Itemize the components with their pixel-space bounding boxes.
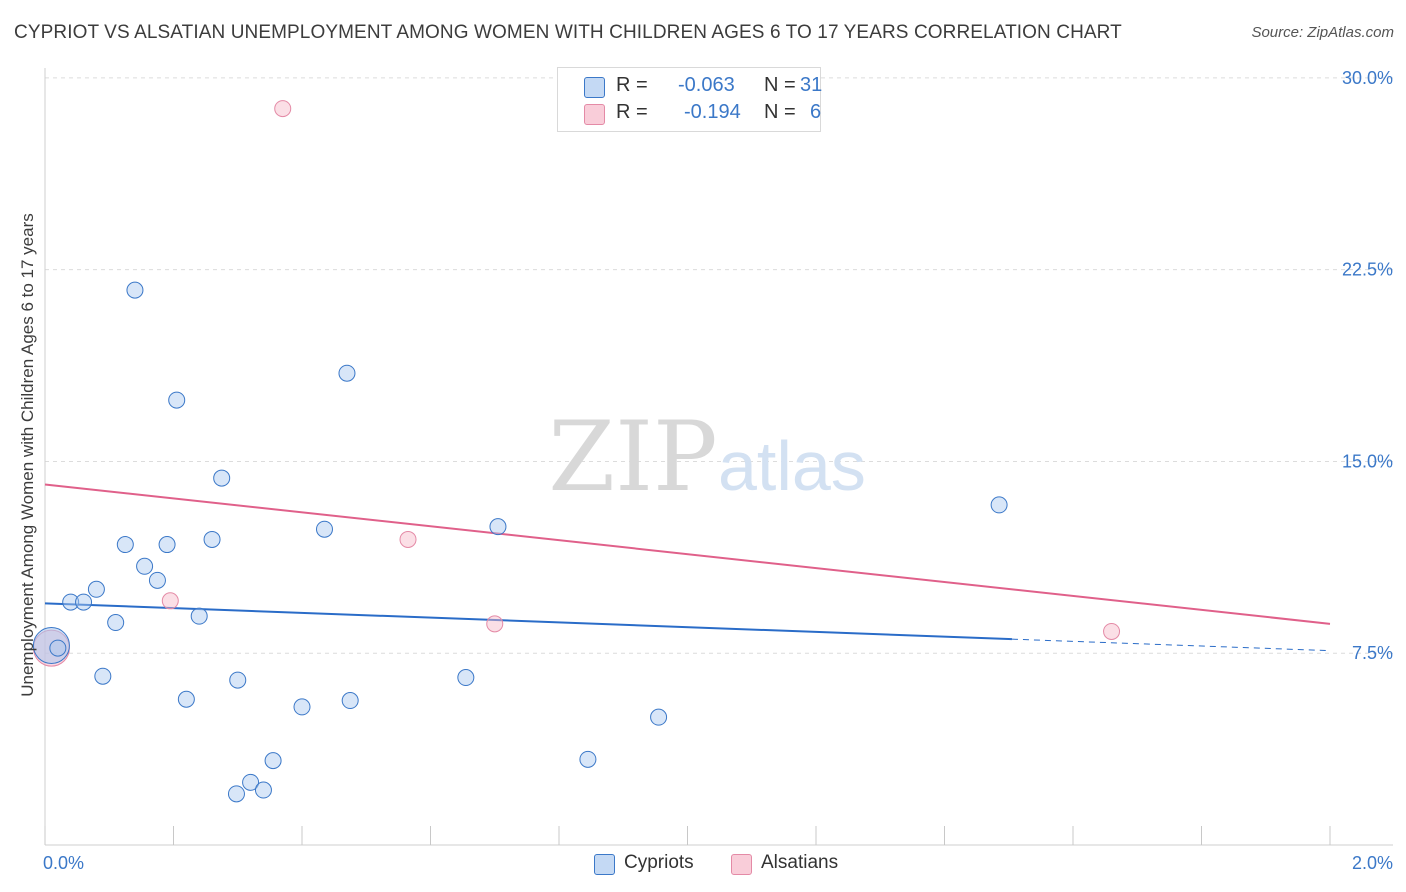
x-tick-label: 0.0%	[43, 853, 84, 873]
cypriots-swatch	[594, 854, 615, 875]
trend-lines	[44, 483, 1331, 652]
trend-extension-cypriots	[1011, 638, 1331, 652]
point-cypriots	[650, 708, 668, 726]
gridlines	[45, 77, 1393, 654]
point-cypriots	[62, 593, 80, 611]
n-label: N =	[764, 74, 796, 96]
data-points	[32, 100, 1121, 803]
tick-labels: 7.5% 15.0% 22.5% 30.0% 0.0% 2.0%	[43, 68, 1393, 873]
y-tick-label: 22.5%	[1342, 260, 1393, 280]
trend-line-cypriots	[44, 602, 1012, 641]
n-label: N =	[764, 101, 796, 123]
watermark-atlas: atlas	[718, 427, 866, 505]
point-cypriots	[49, 639, 67, 657]
point-cypriots	[116, 536, 134, 554]
point-alsatians	[1103, 622, 1121, 640]
point-cypriots	[489, 518, 507, 536]
point-alsatians	[486, 615, 504, 633]
point-cypriots	[177, 690, 195, 708]
point-cypriots	[190, 607, 208, 625]
n-value: 6	[810, 101, 822, 123]
point-cypriots	[75, 593, 93, 611]
legend-label: Cypriots	[624, 852, 694, 873]
point-cypriots	[168, 391, 186, 409]
r-value: -0.063	[678, 74, 735, 96]
point-alsatians	[274, 100, 292, 118]
point-cypriots	[254, 781, 272, 799]
point-cypriots	[229, 671, 247, 689]
point-cypriots	[264, 752, 282, 770]
point-cypriots	[32, 627, 70, 665]
series-legend: Cypriots Alsatians	[0, 850, 1406, 880]
point-cypriots	[315, 520, 333, 538]
n-value: 31	[800, 74, 823, 96]
legend-label: Alsatians	[761, 852, 839, 873]
alsatians-swatch	[584, 104, 605, 125]
point-cypriots	[94, 667, 112, 685]
r-label: R =	[616, 74, 648, 96]
source-credit: Source: ZipAtlas.com	[1251, 24, 1394, 41]
cypriots-swatch	[584, 77, 605, 98]
point-cypriots	[158, 536, 176, 554]
point-cypriots	[341, 692, 359, 710]
r-label: R =	[616, 101, 648, 123]
y-tick-label: 30.0%	[1342, 68, 1393, 88]
alsatians-swatch	[731, 854, 752, 875]
point-cypriots	[148, 571, 166, 589]
x-tick-label: 2.0%	[1352, 853, 1393, 873]
point-cypriots	[126, 281, 144, 299]
chart-title: CYPRIOT VS ALSATIAN UNEMPLOYMENT AMONG W…	[14, 22, 1122, 43]
point-alsatians	[399, 530, 417, 548]
trend-line-alsatians	[44, 483, 1331, 625]
point-cypriots	[293, 698, 311, 716]
point-alsatians	[161, 592, 179, 610]
point-cypriots	[457, 669, 475, 687]
watermark: ZIP atlas	[548, 401, 865, 513]
axes	[44, 68, 1393, 846]
point-cypriots	[990, 496, 1008, 514]
point-cypriots	[136, 557, 154, 575]
point-cypriots	[203, 530, 221, 548]
y-axis-label: Unemployment Among Women with Children A…	[18, 213, 37, 697]
point-cypriots	[338, 364, 356, 382]
y-tick-label: 7.5%	[1352, 643, 1393, 663]
correlation-legend: R = -0.063 N = 31 R = -0.194 N = 6	[557, 67, 823, 132]
point-cypriots	[227, 785, 245, 803]
point-cypriots	[87, 580, 105, 598]
r-value: -0.194	[684, 101, 741, 123]
watermark-zip: ZIP	[548, 401, 717, 513]
point-cypriots	[213, 469, 231, 487]
point-cypriots	[579, 750, 597, 768]
y-tick-label: 15.0%	[1342, 451, 1393, 471]
point-cypriots	[107, 614, 125, 632]
point-cypriots	[242, 773, 260, 791]
